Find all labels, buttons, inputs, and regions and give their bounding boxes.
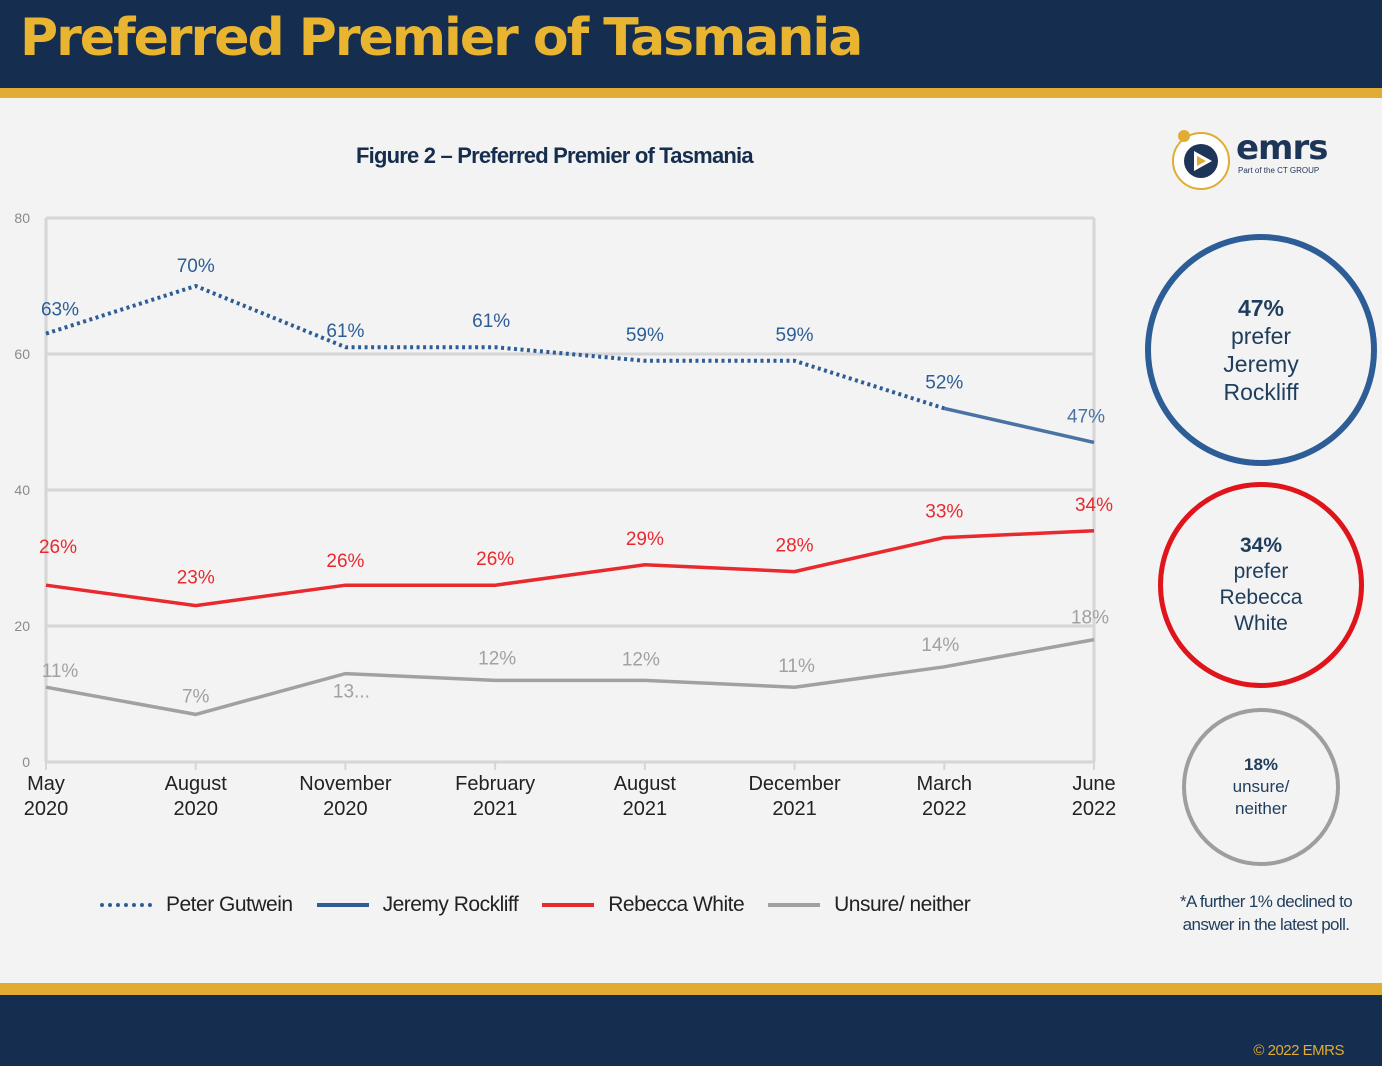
data-label: 70% xyxy=(177,256,215,277)
series-line-3 xyxy=(45,637,1095,717)
data-label: 29% xyxy=(626,529,664,550)
copyright: © 2022 EMRS xyxy=(1253,1042,1344,1059)
data-label: 28% xyxy=(776,536,814,557)
footer-bar xyxy=(0,995,1382,1066)
data-label: 26% xyxy=(476,549,514,570)
legend-item-white: Rebecca White xyxy=(542,893,745,917)
data-label: 14% xyxy=(921,635,959,656)
callout-white-value: 34% xyxy=(1239,534,1283,557)
data-label: 11% xyxy=(42,661,79,682)
data-label: 26% xyxy=(326,551,364,572)
callout-rockliff-value: 47% xyxy=(1237,295,1285,321)
footnote: *A further 1% declined to answer in the … xyxy=(1179,892,1353,934)
data-label: 59% xyxy=(626,325,664,346)
x-tick-label: December xyxy=(748,773,841,795)
data-label: 47% xyxy=(1067,406,1105,427)
callout-white: 34% prefer Rebecca White xyxy=(1158,482,1364,688)
x-tick-label: 2020 xyxy=(323,798,368,820)
callout-unsure: 18% unsure/ neither xyxy=(1182,708,1340,866)
x-tick-label: 2020 xyxy=(24,798,69,820)
x-tick-label: August xyxy=(165,773,228,795)
data-label: 12% xyxy=(622,649,660,670)
y-tick-label: 60 xyxy=(14,346,30,362)
data-label: 63% xyxy=(41,300,79,321)
series-line-1 xyxy=(943,406,1095,445)
legend-swatch-rockliff xyxy=(316,903,369,907)
logo-wordmark: emrs xyxy=(1236,128,1328,168)
callout-white-line1: prefer xyxy=(1233,560,1289,583)
data-label: 12% xyxy=(478,648,516,669)
data-label: 61% xyxy=(472,311,510,332)
callout-unsure-line2: neither xyxy=(1235,799,1287,818)
legend-swatch-white xyxy=(542,903,595,907)
callout-rockliff-line1: prefer xyxy=(1230,323,1292,349)
x-tick-label: 2021 xyxy=(623,798,668,820)
data-label: 52% xyxy=(925,372,963,393)
data-label: 26% xyxy=(39,537,77,558)
y-tick-label: 20 xyxy=(14,618,30,634)
y-tick-label: 40 xyxy=(14,482,30,498)
callout-rockliff-line3: Rockliff xyxy=(1223,379,1299,405)
legend-label-gutwein: Peter Gutwein xyxy=(166,893,293,916)
page-title: Preferred Premier of Tasmania xyxy=(20,8,863,68)
legend-label-unsure: Unsure/ neither xyxy=(834,893,971,916)
x-tick-label: 2021 xyxy=(473,798,518,820)
legend-label-white: Rebecca White xyxy=(608,893,745,916)
x-tick-label: 2022 xyxy=(922,798,967,820)
legend-swatch-unsure xyxy=(768,903,821,907)
callout-white-line3: White xyxy=(1234,612,1288,635)
callout-white-line2: Rebecca xyxy=(1219,586,1303,609)
legend-item-rockliff: Jeremy Rockliff xyxy=(316,893,519,917)
x-tick-label: 2020 xyxy=(173,798,218,820)
x-tick-label: 2021 xyxy=(772,798,817,820)
data-label: 18% xyxy=(1071,608,1109,629)
data-label: 11% xyxy=(778,656,815,677)
figure-title: Figure 2 – Preferred Premier of Tasmania xyxy=(356,143,754,168)
data-label: 13... xyxy=(333,682,370,703)
x-tick-label: February xyxy=(455,773,535,795)
emrs-logo: emrs Part of the CT GROUP xyxy=(1170,126,1340,192)
x-tick-label: March xyxy=(916,773,972,795)
x-tick-label: June xyxy=(1072,773,1115,795)
legend-item-unsure: Unsure/ neither xyxy=(768,893,971,917)
data-label: 61% xyxy=(326,321,364,342)
header-bar: Preferred Premier of Tasmania xyxy=(0,0,1382,88)
y-tick-label: 80 xyxy=(14,210,30,226)
x-tick-label: November xyxy=(299,773,392,795)
data-label: 59% xyxy=(776,325,814,346)
chart-legend: Peter Gutwein Jeremy Rockliff Rebecca Wh… xyxy=(100,893,994,917)
line-chart: 0 20 40 60 80 May 2020 August 2020 November 2020 Fe… xyxy=(14,210,1117,820)
callout-unsure-value: 18% xyxy=(1243,755,1279,774)
data-label: 34% xyxy=(1075,495,1113,516)
data-label: 23% xyxy=(177,568,215,589)
callout-unsure-line1: unsure/ xyxy=(1232,777,1290,796)
callout-rockliff: 47% prefer Jeremy Rockliff xyxy=(1145,234,1377,466)
data-label: 7% xyxy=(182,686,210,707)
legend-item-gutwein: Peter Gutwein xyxy=(100,893,293,917)
data-label: 33% xyxy=(925,502,963,523)
logo-subtitle: Part of the CT GROUP xyxy=(1238,166,1320,175)
top-gold-rule xyxy=(0,88,1382,98)
x-tick-label: August xyxy=(614,773,677,795)
legend-label-rockliff: Jeremy Rockliff xyxy=(382,893,519,916)
bottom-gold-rule xyxy=(0,983,1382,995)
emrs-logo-icon xyxy=(1172,130,1230,190)
callout-rockliff-line2: Jeremy xyxy=(1223,351,1299,377)
x-tick-label: May xyxy=(27,773,65,795)
y-tick-label: 0 xyxy=(22,754,30,770)
x-tick-label: 2022 xyxy=(1072,798,1117,820)
legend-swatch-gutwein xyxy=(100,903,152,907)
series-line-2 xyxy=(45,529,1095,608)
